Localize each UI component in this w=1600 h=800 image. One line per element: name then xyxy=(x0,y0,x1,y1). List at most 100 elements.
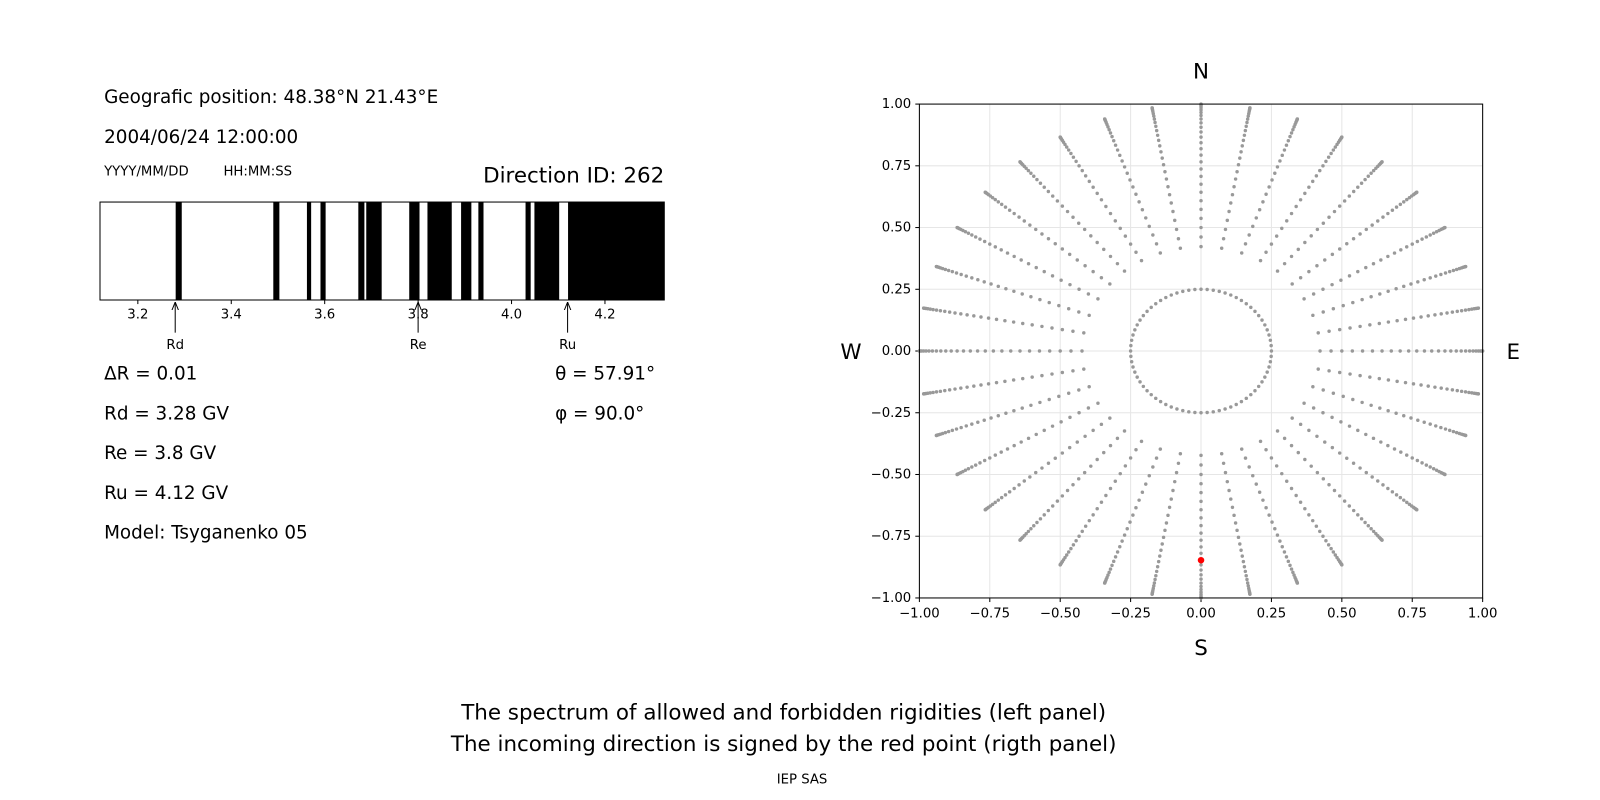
direction-point xyxy=(1071,215,1075,219)
direction-point xyxy=(968,349,973,353)
direction-point xyxy=(1145,309,1149,314)
direction-point xyxy=(1158,298,1163,303)
direction-point xyxy=(1104,204,1108,209)
direction-point xyxy=(1439,312,1443,316)
direction-point xyxy=(1348,372,1352,376)
direction-point xyxy=(970,233,974,237)
direction-point xyxy=(1167,505,1172,510)
direction-point xyxy=(1174,227,1179,232)
direction-point xyxy=(1253,388,1257,393)
direction-point xyxy=(1433,313,1437,317)
direction-point xyxy=(1395,318,1399,323)
direction-point xyxy=(1249,392,1253,397)
direction-point xyxy=(1050,504,1055,508)
direction-point xyxy=(1239,150,1243,154)
direction-point xyxy=(1386,409,1390,413)
direction-point xyxy=(1330,282,1334,287)
direction-point xyxy=(1364,227,1369,232)
direction-point xyxy=(1017,483,1021,487)
direction-point xyxy=(1050,194,1055,198)
direction-point xyxy=(1455,309,1459,314)
direction-point xyxy=(1235,528,1239,533)
direction-point xyxy=(961,349,966,353)
direction-point xyxy=(1176,236,1181,241)
direction-point xyxy=(1288,134,1292,139)
direction-point xyxy=(953,311,957,315)
direction-point xyxy=(1290,416,1294,420)
direction-point xyxy=(1424,463,1429,467)
direction-point xyxy=(1102,450,1106,455)
direction-point xyxy=(1003,205,1008,209)
direction-point xyxy=(1451,268,1456,273)
direction-point xyxy=(1059,278,1063,282)
direction-point xyxy=(1047,300,1051,305)
direction-point xyxy=(1026,529,1031,534)
direction-point xyxy=(1123,464,1128,468)
direction-point xyxy=(1267,365,1271,369)
direction-point xyxy=(1150,106,1154,110)
direction-point xyxy=(1294,493,1298,498)
direction-point xyxy=(1321,411,1325,415)
direction-point xyxy=(1089,234,1093,238)
direction-point xyxy=(1351,508,1356,513)
direction-point xyxy=(1270,520,1274,524)
direction-point xyxy=(1199,113,1203,118)
direction-point xyxy=(1199,130,1203,134)
direction-point xyxy=(1402,498,1406,502)
direction-point xyxy=(1296,247,1301,252)
direction-point xyxy=(1108,443,1113,448)
direction-point xyxy=(1154,128,1159,133)
direction-point xyxy=(1102,117,1107,121)
direction-point xyxy=(1108,131,1113,135)
direction-point xyxy=(1298,275,1303,280)
direction-point xyxy=(1166,513,1170,518)
direction-point xyxy=(1390,490,1395,494)
direction-point xyxy=(1321,164,1325,168)
direction-point xyxy=(1402,413,1406,418)
direction-point xyxy=(1307,269,1311,274)
forbidden-band xyxy=(306,202,312,300)
direction-point xyxy=(1012,409,1016,413)
direction-point xyxy=(1405,197,1409,202)
direction-point xyxy=(1415,458,1420,463)
direction-point xyxy=(1265,328,1269,332)
direction-point xyxy=(1046,237,1051,241)
compass-label: W xyxy=(840,340,861,365)
direction-point xyxy=(1330,445,1335,450)
direction-point xyxy=(1199,499,1203,504)
direction-point xyxy=(993,197,997,202)
direction-point xyxy=(1245,120,1249,125)
direction-point xyxy=(1369,527,1373,531)
direction-point xyxy=(1164,177,1169,181)
direction-point xyxy=(1115,261,1120,266)
direction-point xyxy=(1149,305,1153,310)
direction-point xyxy=(1018,160,1022,164)
direction-point xyxy=(944,349,948,353)
direction-point xyxy=(950,269,955,274)
direction-point xyxy=(975,349,980,353)
direction-point xyxy=(1141,313,1146,318)
direction-point xyxy=(1327,215,1331,219)
direction-point xyxy=(1236,535,1241,540)
direction-point xyxy=(1257,490,1262,495)
direction-point xyxy=(1333,145,1338,149)
direction-point xyxy=(1058,349,1062,353)
direction-point xyxy=(1267,333,1271,337)
direction-point xyxy=(1450,388,1455,392)
direction-point xyxy=(1175,407,1179,411)
direction-point xyxy=(1315,434,1319,439)
direction-point xyxy=(1371,168,1376,173)
direction-point xyxy=(1434,274,1438,278)
direction-point xyxy=(1358,466,1362,470)
direction-point xyxy=(964,274,969,278)
direction-point xyxy=(1154,573,1158,578)
direction-point xyxy=(1060,494,1065,498)
direction-point xyxy=(1326,543,1331,547)
direction-point xyxy=(953,387,957,391)
direction-point xyxy=(1060,451,1065,455)
direction-point xyxy=(1351,461,1356,465)
direction-point xyxy=(1166,184,1170,189)
direction-point xyxy=(1158,144,1162,148)
direction-point xyxy=(1358,373,1362,378)
direction-point xyxy=(1115,436,1120,441)
